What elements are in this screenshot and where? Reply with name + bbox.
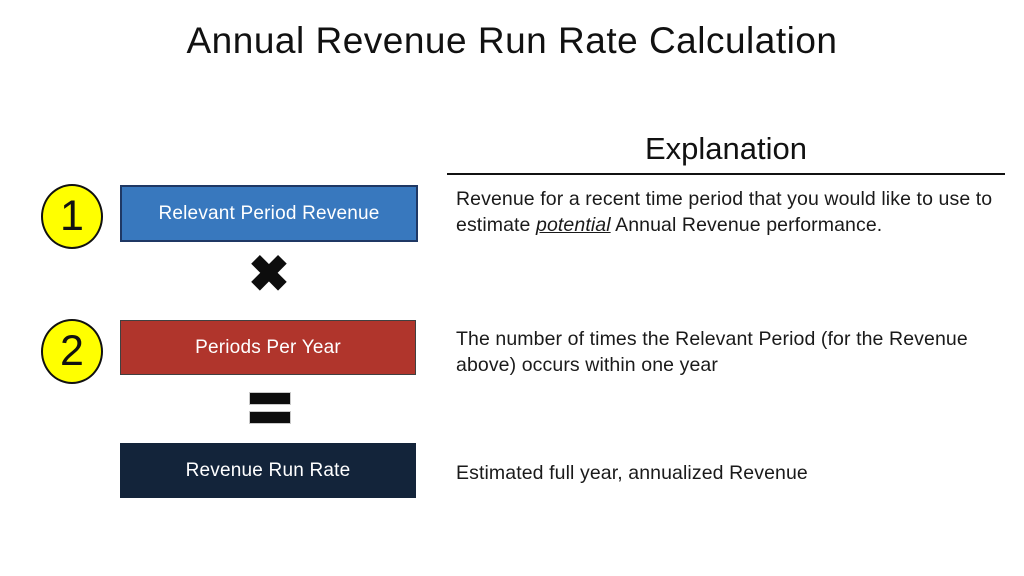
- step-badge-2: 2: [41, 319, 103, 384]
- equals-bar-top: [249, 392, 291, 405]
- multiply-icon: ✖: [248, 246, 290, 302]
- equals-bar-bottom: [249, 411, 291, 424]
- explanation-column-header: Explanation: [447, 131, 1005, 175]
- explanation-text-1-pre: Revenue for a recent time period that yo…: [456, 188, 993, 236]
- step-badge-1-number: 1: [60, 192, 84, 240]
- explanation-text-1: Revenue for a recent time period that yo…: [456, 186, 1001, 238]
- box-relevant-period-revenue-label: Relevant Period Revenue: [158, 202, 380, 224]
- box-periods-per-year: Periods Per Year: [120, 320, 416, 375]
- explanation-text-1-post: Annual Revenue performance.: [610, 214, 883, 236]
- step-badge-1: 1: [41, 184, 103, 249]
- page-title: Annual Revenue Run Rate Calculation: [186, 20, 838, 61]
- explanation-text-2: The number of times the Relevant Period …: [456, 328, 968, 376]
- box-relevant-period-revenue: Relevant Period Revenue: [120, 185, 418, 242]
- explanation-text-3: Estimated full year, annualized Revenue: [456, 462, 808, 484]
- box-periods-per-year-label: Periods Per Year: [195, 336, 341, 358]
- equals-icon: [249, 392, 291, 424]
- step-badge-2-number: 2: [60, 327, 84, 375]
- explanation-text-1-emphasis: potential: [536, 214, 611, 236]
- box-revenue-run-rate-label: Revenue Run Rate: [185, 459, 351, 481]
- box-revenue-run-rate: Revenue Run Rate: [120, 443, 416, 498]
